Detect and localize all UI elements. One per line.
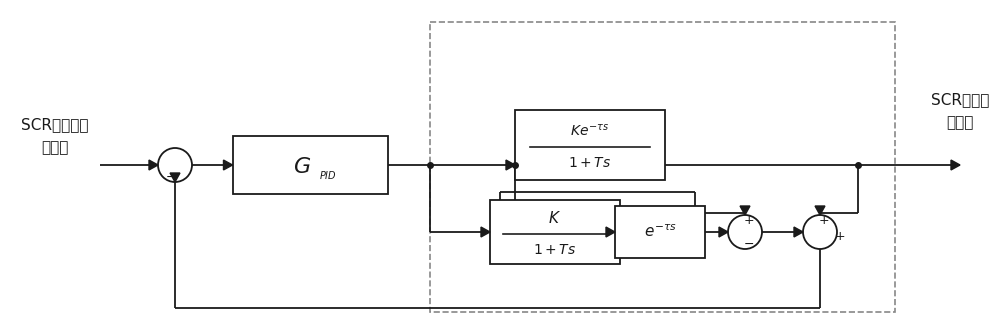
Polygon shape — [170, 173, 180, 182]
Polygon shape — [606, 227, 615, 237]
Polygon shape — [740, 206, 750, 215]
Text: −: − — [744, 238, 754, 251]
Polygon shape — [815, 206, 825, 215]
Circle shape — [158, 148, 192, 182]
Text: $_{PID}$: $_{PID}$ — [319, 168, 337, 182]
Polygon shape — [481, 227, 490, 237]
Polygon shape — [506, 160, 515, 170]
Bar — [232, 136, 388, 194]
Text: +: + — [819, 213, 829, 226]
Bar — [490, 200, 620, 264]
Bar — [515, 110, 665, 180]
Text: $G$: $G$ — [293, 157, 311, 177]
Polygon shape — [224, 160, 232, 170]
Bar — [615, 206, 705, 258]
Text: −: − — [166, 170, 176, 183]
Text: $e^{-\tau s}$: $e^{-\tau s}$ — [644, 224, 676, 240]
Text: SCR反应器设: SCR反应器设 — [21, 118, 89, 132]
Circle shape — [728, 215, 762, 249]
Polygon shape — [719, 227, 728, 237]
Polygon shape — [951, 160, 960, 170]
Polygon shape — [149, 160, 158, 170]
Text: $Ke^{-\tau s}$: $Ke^{-\tau s}$ — [570, 123, 610, 139]
Text: $1+Ts$: $1+Ts$ — [568, 156, 612, 170]
Circle shape — [803, 215, 837, 249]
Text: 前温度: 前温度 — [946, 116, 974, 130]
Text: +: + — [835, 229, 845, 243]
Text: $K$: $K$ — [548, 210, 562, 226]
Text: SCR反应器: SCR反应器 — [931, 92, 989, 108]
Text: $1+Ts$: $1+Ts$ — [533, 243, 577, 257]
Text: 定温度: 定温度 — [41, 140, 69, 156]
Polygon shape — [794, 227, 803, 237]
Text: +: + — [744, 213, 754, 226]
Bar — [430, 22, 895, 312]
